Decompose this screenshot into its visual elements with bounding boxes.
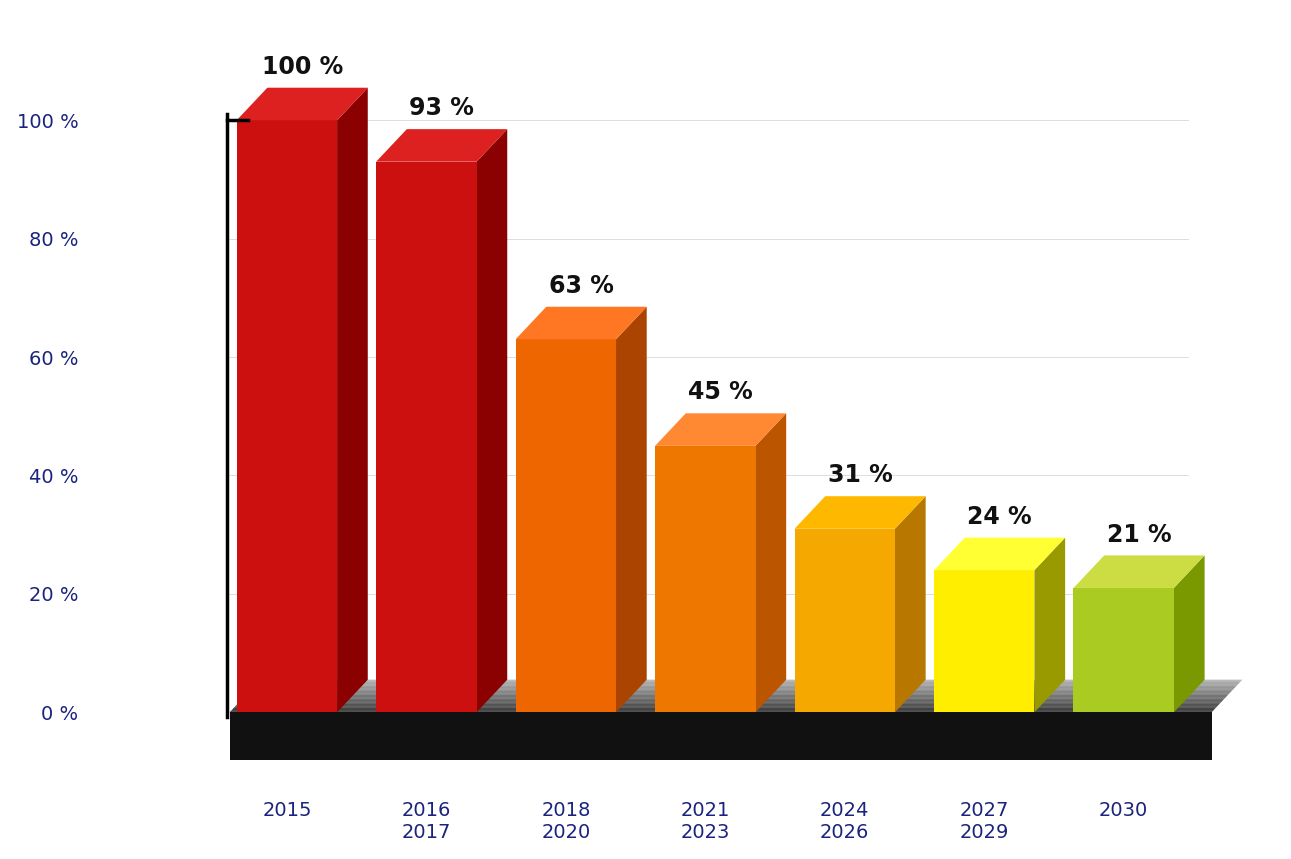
Polygon shape bbox=[1074, 556, 1205, 588]
Polygon shape bbox=[933, 538, 1065, 570]
Text: 31 %: 31 % bbox=[828, 463, 892, 487]
Bar bbox=[655, 446, 755, 712]
Bar bbox=[794, 529, 895, 712]
Text: 45 %: 45 % bbox=[688, 381, 753, 405]
Text: 100 %: 100 % bbox=[262, 55, 343, 79]
Polygon shape bbox=[476, 129, 507, 712]
Polygon shape bbox=[1034, 538, 1065, 712]
Bar bbox=[515, 339, 616, 712]
Polygon shape bbox=[655, 413, 786, 446]
Polygon shape bbox=[895, 497, 926, 712]
Polygon shape bbox=[236, 88, 368, 120]
Polygon shape bbox=[1174, 556, 1205, 712]
Polygon shape bbox=[794, 497, 926, 529]
Text: 24 %: 24 % bbox=[967, 505, 1032, 529]
Text: 63 %: 63 % bbox=[549, 274, 613, 298]
Bar bbox=[1074, 588, 1174, 712]
Bar bbox=[236, 120, 337, 712]
Polygon shape bbox=[376, 129, 507, 161]
Polygon shape bbox=[616, 307, 647, 712]
Polygon shape bbox=[337, 88, 368, 712]
Polygon shape bbox=[755, 413, 786, 712]
Bar bbox=[230, 712, 1211, 759]
Bar bbox=[376, 161, 476, 712]
Text: 93 %: 93 % bbox=[409, 96, 474, 120]
Bar bbox=[933, 570, 1034, 712]
Polygon shape bbox=[515, 307, 647, 339]
Text: 21 %: 21 % bbox=[1106, 522, 1171, 546]
